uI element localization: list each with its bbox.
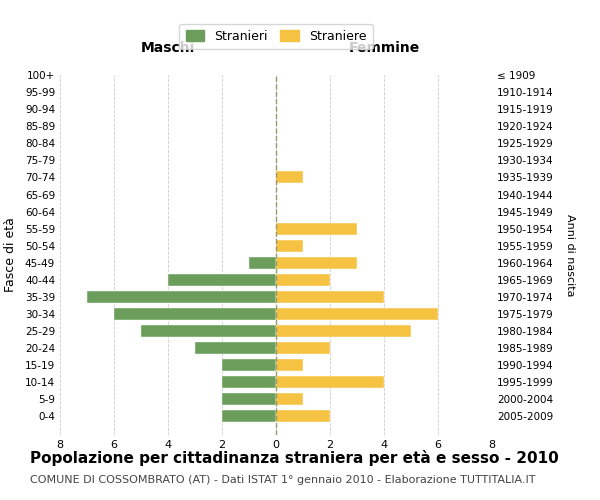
Bar xyxy=(222,394,276,406)
Text: COMUNE DI COSSOMBRATO (AT) - Dati ISTAT 1° gennaio 2010 - Elaborazione TUTTITALI: COMUNE DI COSSOMBRATO (AT) - Dati ISTAT … xyxy=(30,475,536,485)
Bar xyxy=(87,291,276,303)
Bar xyxy=(276,394,303,406)
Bar xyxy=(114,308,276,320)
Bar xyxy=(276,410,330,422)
Bar xyxy=(222,410,276,422)
Bar xyxy=(276,376,384,388)
Bar xyxy=(276,257,357,269)
Bar xyxy=(276,222,357,234)
Bar xyxy=(276,291,384,303)
Bar xyxy=(276,308,438,320)
Bar xyxy=(276,240,303,252)
Bar xyxy=(141,325,276,337)
Text: Femmine: Femmine xyxy=(349,40,419,54)
Bar xyxy=(276,342,330,354)
Bar xyxy=(222,360,276,371)
Y-axis label: Anni di nascita: Anni di nascita xyxy=(565,214,575,296)
Bar xyxy=(276,325,411,337)
Bar xyxy=(276,274,330,286)
Bar xyxy=(276,172,303,183)
Text: Popolazione per cittadinanza straniera per età e sesso - 2010: Popolazione per cittadinanza straniera p… xyxy=(30,450,559,466)
Bar xyxy=(276,360,303,371)
Legend: Stranieri, Straniere: Stranieri, Straniere xyxy=(179,24,373,49)
Bar xyxy=(195,342,276,354)
Y-axis label: Fasce di età: Fasce di età xyxy=(4,218,17,292)
Bar xyxy=(249,257,276,269)
Text: Maschi: Maschi xyxy=(141,40,195,54)
Bar xyxy=(168,274,276,286)
Bar xyxy=(222,376,276,388)
